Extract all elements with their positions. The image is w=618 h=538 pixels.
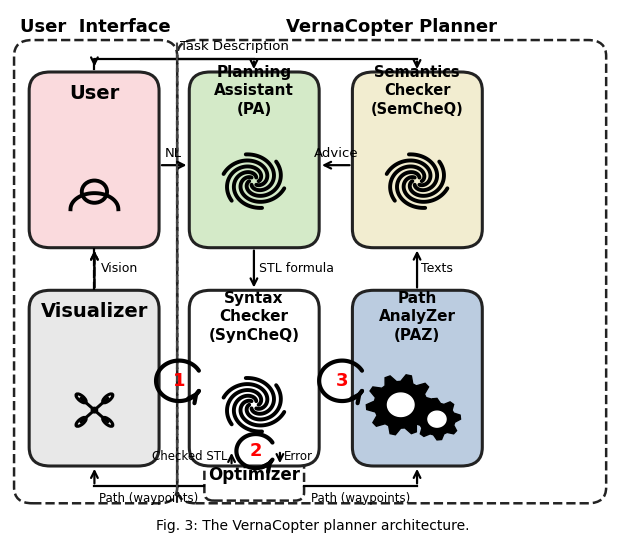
Text: Fig. 3: The VernaCopter planner architecture.: Fig. 3: The VernaCopter planner architec… (156, 519, 470, 533)
Text: Planning
Assistant
(PA): Planning Assistant (PA) (214, 65, 294, 117)
Text: 1: 1 (173, 372, 185, 390)
Text: Semantics
Checker
(SemCheQ): Semantics Checker (SemCheQ) (371, 65, 464, 117)
Text: 3: 3 (336, 372, 349, 390)
FancyBboxPatch shape (352, 72, 482, 247)
Circle shape (91, 407, 98, 413)
Text: VernaCopter Planner: VernaCopter Planner (286, 18, 497, 36)
Text: 2: 2 (250, 442, 262, 460)
Polygon shape (387, 393, 414, 416)
FancyBboxPatch shape (352, 291, 482, 466)
Text: User: User (69, 84, 119, 103)
Text: Visualizer: Visualizer (41, 302, 148, 321)
FancyBboxPatch shape (29, 291, 159, 466)
Text: NL: NL (164, 147, 182, 160)
Text: Path
AnalyZer
(PAZ): Path AnalyZer (PAZ) (379, 291, 455, 343)
FancyBboxPatch shape (189, 291, 319, 466)
Polygon shape (413, 398, 460, 440)
Text: STL formula: STL formula (259, 263, 334, 275)
Text: Path (waypoints): Path (waypoints) (311, 492, 410, 505)
Polygon shape (366, 375, 435, 435)
FancyBboxPatch shape (29, 72, 159, 247)
Text: Error: Error (284, 450, 313, 463)
Text: Optimizer: Optimizer (208, 466, 300, 484)
Text: Vision: Vision (101, 263, 138, 275)
FancyBboxPatch shape (189, 72, 319, 247)
Text: Checked STL: Checked STL (152, 450, 227, 463)
Text: Path (waypoints): Path (waypoints) (99, 492, 198, 505)
Text: User  Interface: User Interface (20, 18, 171, 36)
Text: Task Description: Task Description (180, 40, 289, 53)
Text: Syntax
Checker
(SynCheQ): Syntax Checker (SynCheQ) (208, 291, 299, 343)
Text: Texts: Texts (421, 263, 452, 275)
Text: Advice: Advice (314, 147, 358, 160)
Polygon shape (428, 411, 446, 427)
